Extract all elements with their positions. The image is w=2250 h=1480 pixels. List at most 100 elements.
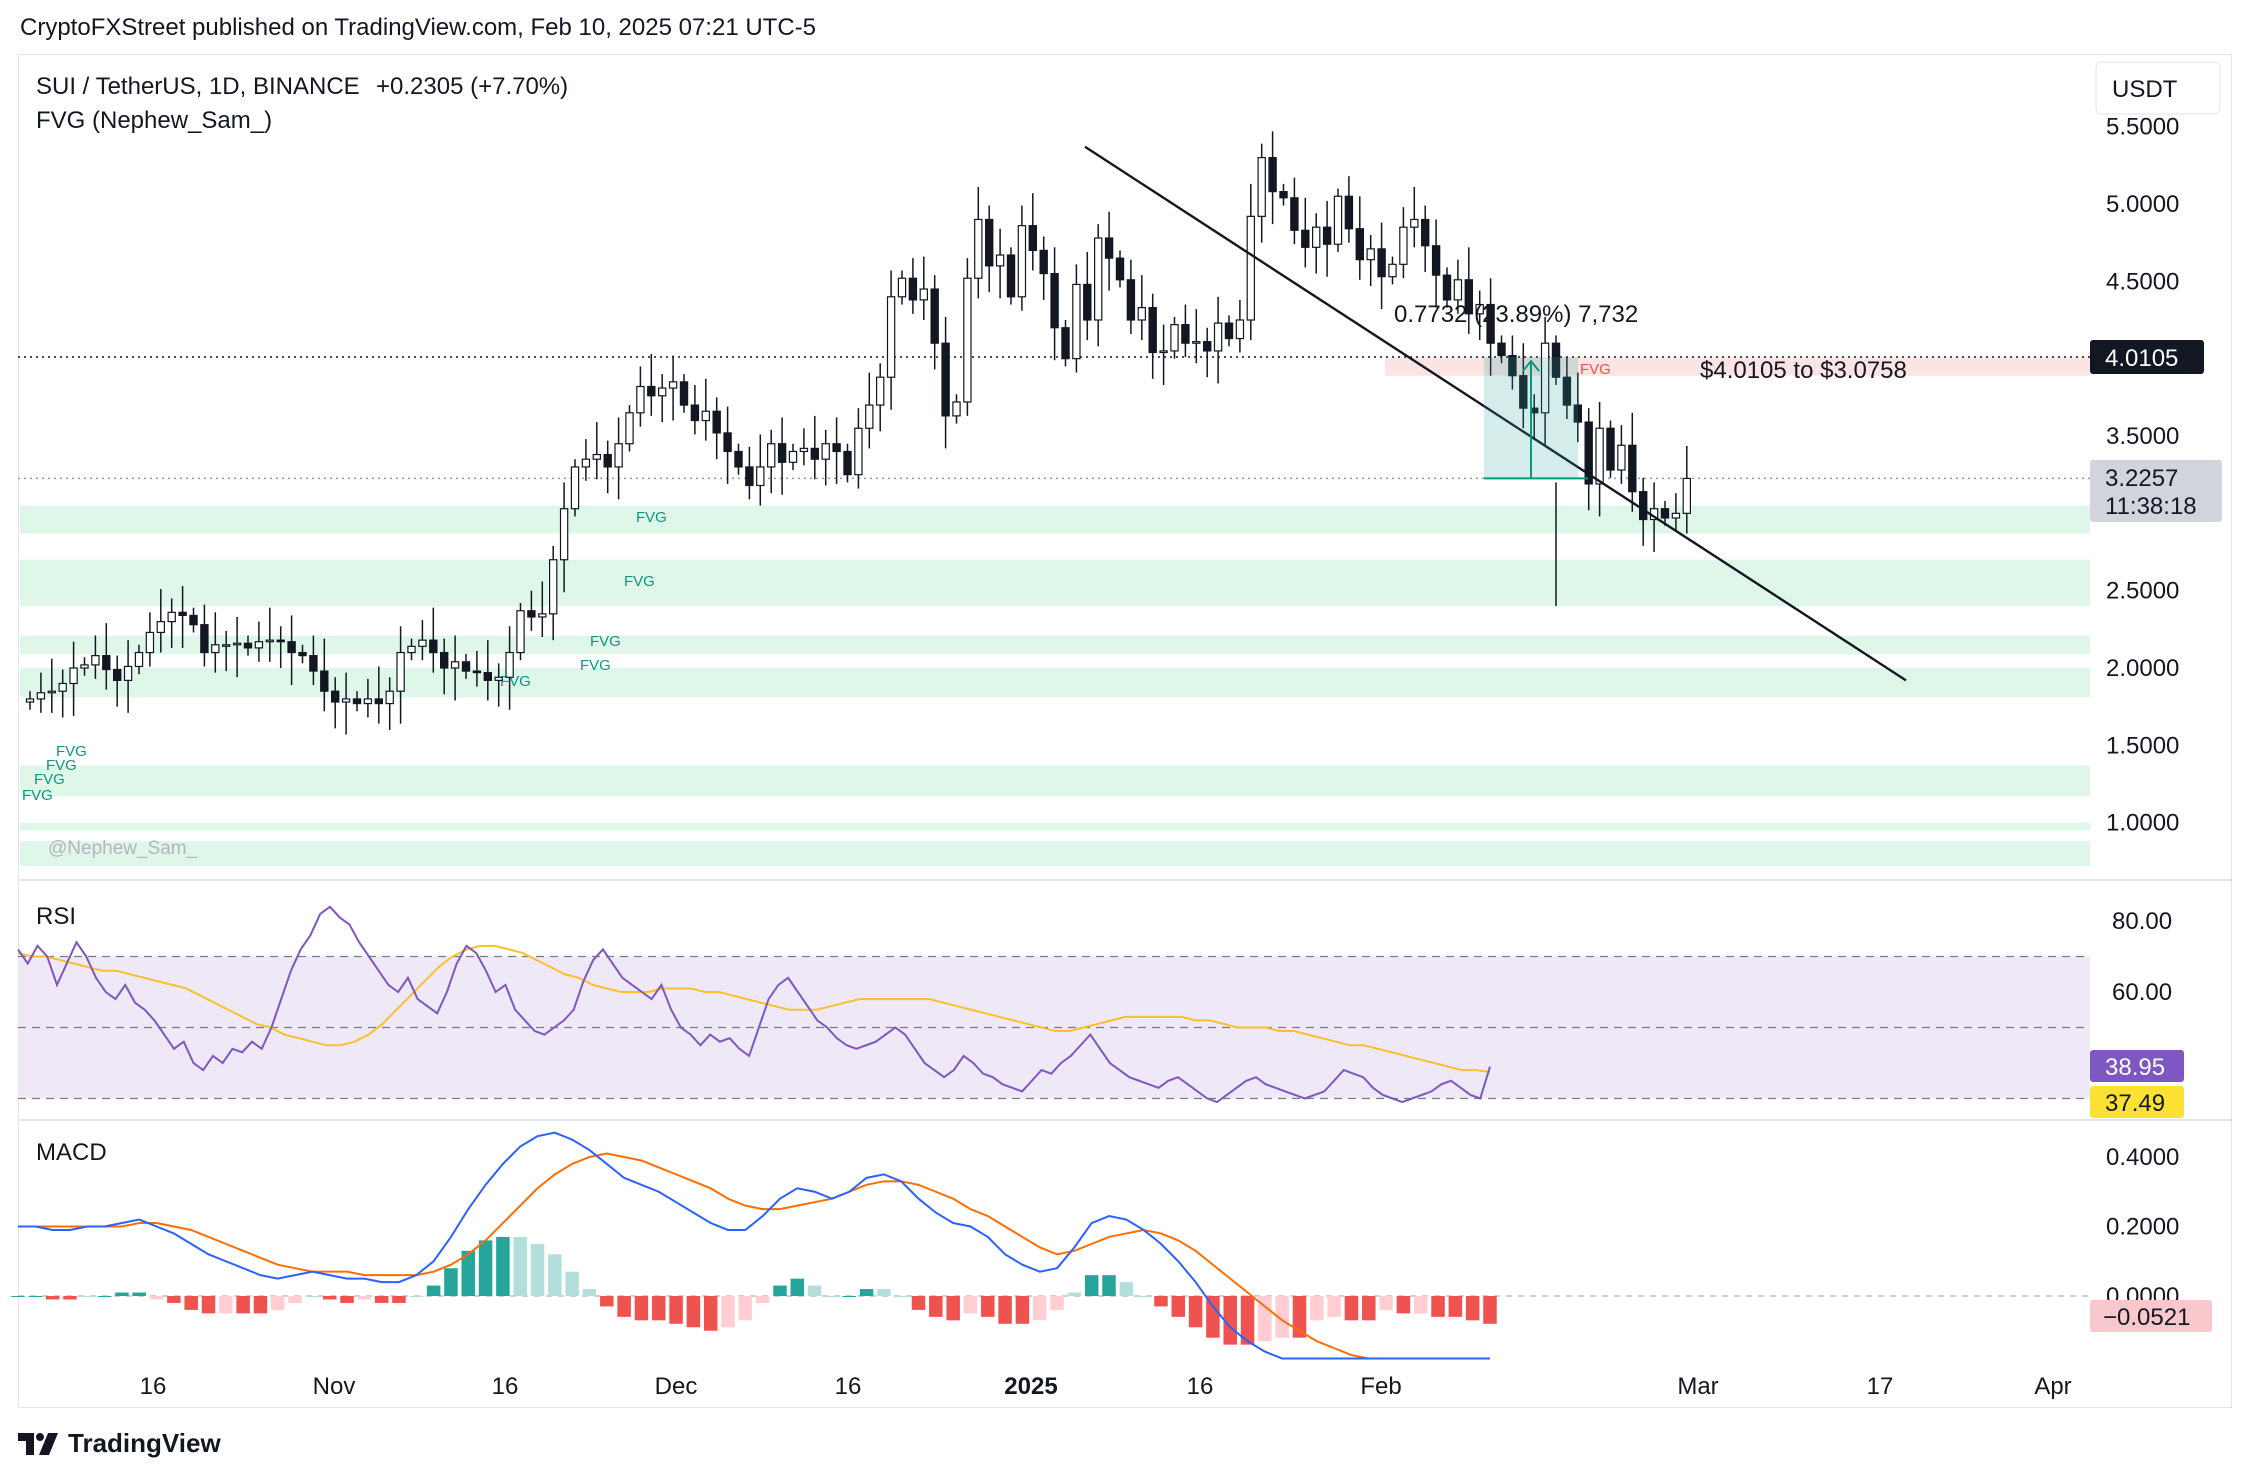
macd-histogram-bar bbox=[1275, 1296, 1289, 1338]
macd-histogram-bar bbox=[426, 1285, 441, 1296]
candle-body bbox=[47, 690, 57, 694]
macd-histogram-bar bbox=[1119, 1282, 1134, 1296]
candle-body bbox=[821, 443, 830, 460]
macd-histogram-bar bbox=[738, 1296, 753, 1321]
candle-body bbox=[309, 655, 318, 672]
bear-fvg-tag: FVG bbox=[1580, 361, 1611, 378]
candle-body bbox=[1453, 279, 1463, 301]
candle-body bbox=[647, 385, 656, 397]
macd-panel bbox=[11, 1131, 2090, 1360]
macd-histogram-bar bbox=[548, 1254, 562, 1296]
macd-histogram-bar bbox=[582, 1289, 597, 1296]
macd-histogram-bar bbox=[1362, 1296, 1376, 1321]
candle-body bbox=[407, 645, 416, 654]
fvg-tag: FVG bbox=[22, 787, 53, 804]
candle-body bbox=[1028, 225, 1037, 252]
macd-histogram-bar bbox=[686, 1296, 701, 1328]
candle-body bbox=[505, 651, 514, 678]
candle-body bbox=[810, 447, 820, 460]
candle-body bbox=[1355, 228, 1364, 261]
candle-body bbox=[1682, 477, 1691, 514]
price-tick-label: 2.0000 bbox=[2106, 655, 2179, 682]
fvg-tag: FVG bbox=[500, 673, 531, 690]
candle-body bbox=[712, 410, 721, 434]
candle-body bbox=[58, 682, 67, 692]
candle-body bbox=[102, 655, 111, 671]
macd-histogram-bar bbox=[253, 1296, 268, 1314]
macd-title: MACD bbox=[36, 1139, 107, 1166]
macd-histogram-bar bbox=[149, 1296, 164, 1300]
candle-body bbox=[429, 639, 438, 654]
tradingview-footer: TradingView bbox=[18, 1428, 221, 1459]
candle-body bbox=[483, 672, 493, 681]
macd-histogram-bar bbox=[357, 1296, 372, 1300]
macd-histogram-bar bbox=[651, 1296, 666, 1321]
candle-body bbox=[91, 655, 100, 666]
macd-histogram-bar bbox=[1206, 1296, 1220, 1338]
macd-histogram-bar bbox=[929, 1296, 943, 1317]
candle-body bbox=[1181, 324, 1190, 344]
candle-body bbox=[265, 639, 275, 643]
candle-body bbox=[1039, 249, 1048, 275]
time-tick-label: Nov bbox=[313, 1373, 356, 1400]
level-price-text: 4.0105 bbox=[2105, 345, 2178, 372]
candle-body bbox=[1322, 226, 1332, 245]
macd-histogram-bar bbox=[80, 1296, 95, 1297]
candle-body bbox=[1399, 226, 1408, 265]
time-tick-label: Apr bbox=[2034, 1373, 2071, 1400]
candle-body bbox=[112, 668, 122, 681]
candle-body bbox=[1126, 279, 1136, 321]
candle-body bbox=[1551, 342, 1561, 378]
rsi-tick-label: 80.00 bbox=[2112, 908, 2172, 935]
macd-histogram-bar bbox=[115, 1292, 129, 1296]
candle-body bbox=[352, 698, 362, 705]
fvg-zone bbox=[20, 779, 2090, 797]
macd-histogram-bar bbox=[1188, 1296, 1203, 1328]
candle-body bbox=[1519, 375, 1528, 409]
macd-histogram-bar bbox=[1396, 1296, 1411, 1314]
macd-histogram-bar bbox=[1171, 1296, 1186, 1317]
macd-histogram-bar bbox=[201, 1296, 216, 1314]
candle-body bbox=[1464, 279, 1473, 315]
rsi-title: RSI bbox=[36, 903, 76, 930]
macd-value-text: −0.0521 bbox=[2103, 1304, 2190, 1331]
candle-body bbox=[450, 661, 460, 669]
macd-histogram-bar bbox=[721, 1296, 735, 1328]
chart-frame bbox=[18, 54, 2232, 1408]
fvg-tag: FVG bbox=[34, 771, 65, 788]
macd-histogram-bar bbox=[340, 1296, 354, 1303]
macd-histogram-bar bbox=[1067, 1292, 1082, 1296]
candle-body bbox=[320, 670, 329, 692]
candle-body bbox=[232, 642, 242, 646]
drawings bbox=[1084, 145, 1907, 682]
macd-histogram-bar bbox=[184, 1296, 198, 1310]
candle-body bbox=[832, 443, 841, 453]
candle-body bbox=[396, 651, 405, 692]
currency-button[interactable] bbox=[2095, 61, 2221, 115]
candle-body bbox=[756, 466, 765, 487]
candle-body bbox=[1006, 254, 1016, 298]
fvg-zone bbox=[20, 841, 2090, 866]
macd-histogram-bar bbox=[1102, 1275, 1116, 1296]
candle-body bbox=[897, 277, 907, 298]
macd-histogram-bar bbox=[1050, 1296, 1064, 1310]
macd-histogram-bar bbox=[807, 1285, 822, 1296]
candle-body bbox=[1137, 307, 1146, 321]
candle-body bbox=[287, 641, 296, 654]
macd-histogram-bar bbox=[28, 1296, 43, 1297]
candle-body bbox=[1497, 342, 1506, 357]
price-tick-label: 5.5000 bbox=[2106, 114, 2179, 141]
macd-histogram-bar bbox=[773, 1285, 787, 1296]
macd-histogram-bar bbox=[859, 1289, 874, 1296]
candle-body bbox=[341, 698, 351, 703]
macd-histogram-bar bbox=[63, 1296, 77, 1300]
time-tick-label: 16 bbox=[492, 1373, 519, 1400]
candle-body bbox=[734, 450, 743, 468]
candle-body bbox=[363, 698, 373, 705]
candle-body bbox=[548, 559, 558, 615]
candle-body bbox=[974, 218, 983, 279]
fvg-tag: FVG bbox=[580, 657, 611, 674]
candle-body bbox=[963, 277, 972, 403]
